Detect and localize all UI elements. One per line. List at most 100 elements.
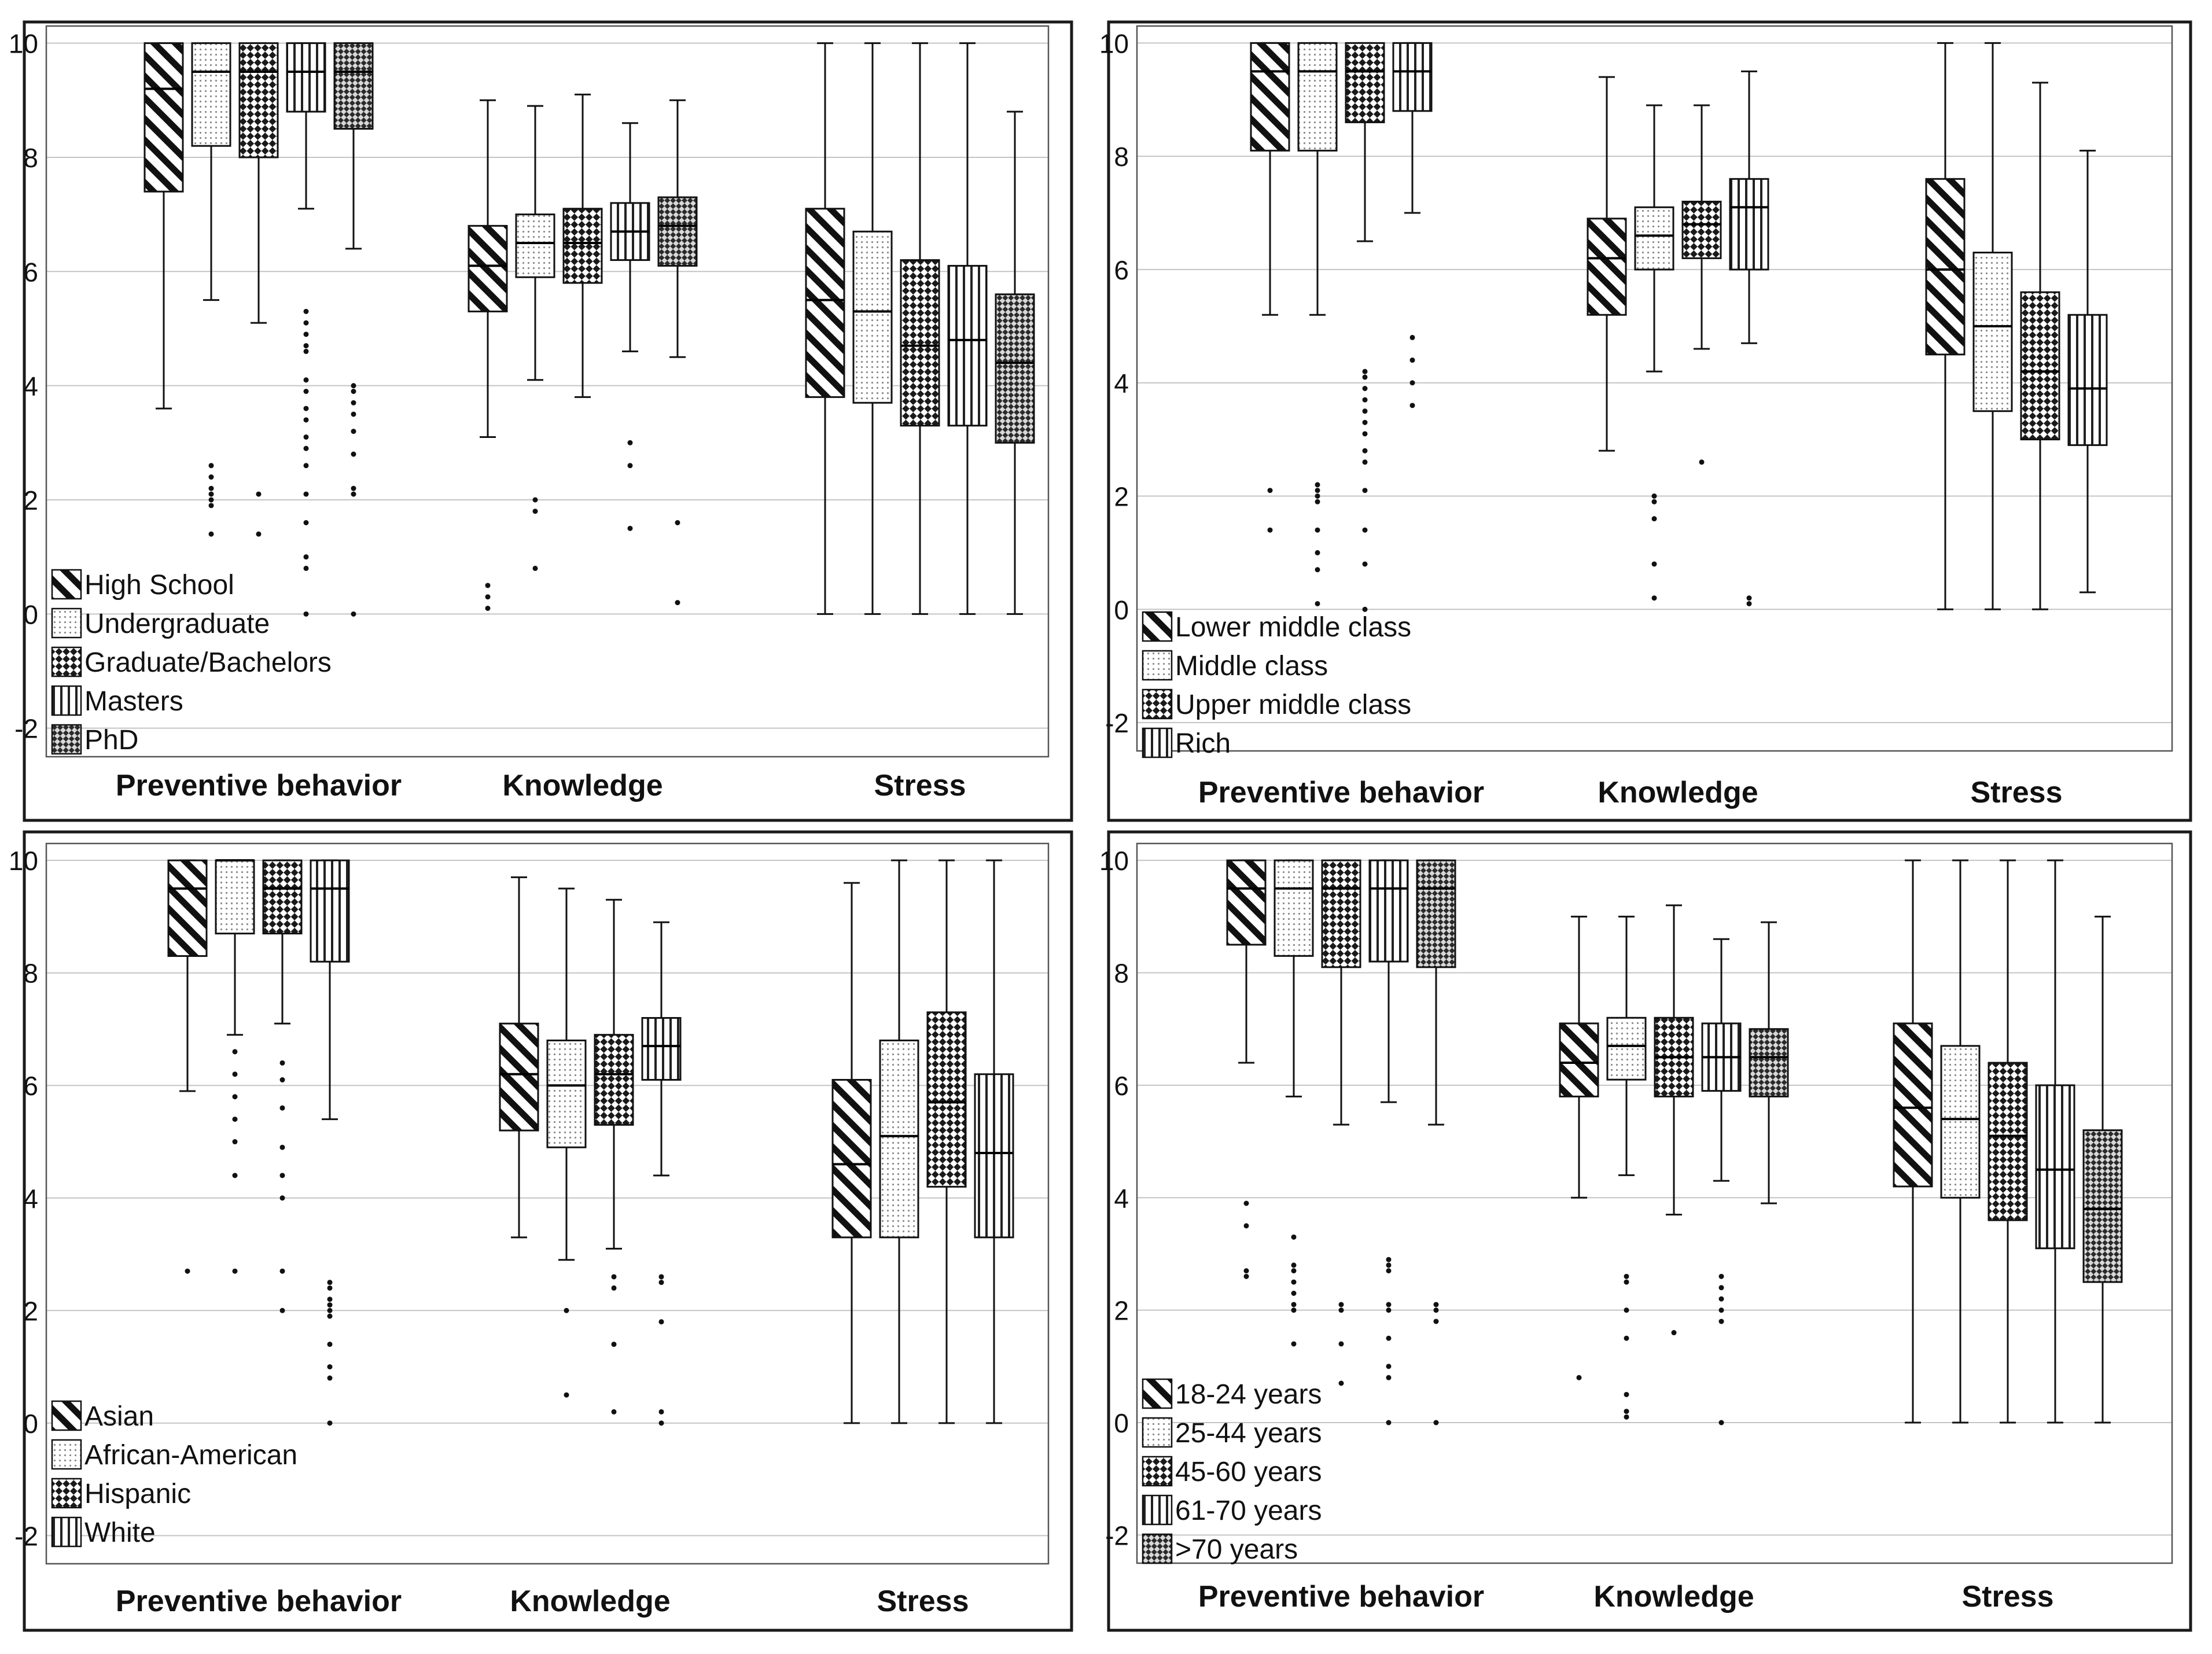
box-preventive-behavior-4 <box>333 42 374 617</box>
y-tick-label: 0 <box>23 1409 38 1439</box>
box-iqr <box>974 1073 1014 1239</box>
box-iqr <box>2035 1084 2075 1250</box>
y-tick-label: 2 <box>23 1296 38 1326</box>
y-tick-label: 2 <box>23 485 38 515</box>
outlier-point <box>1433 1420 1439 1425</box>
outlier-point <box>232 1117 238 1122</box>
y-tick-label: -2 <box>14 1521 38 1551</box>
outlier-point <box>532 565 538 571</box>
outlier-point <box>1624 1414 1629 1420</box>
outlier-point <box>1362 459 1368 465</box>
outlier-point <box>303 434 309 440</box>
outlier-point <box>1315 482 1320 488</box>
outlier-point <box>1362 386 1368 391</box>
legend-swatch <box>1142 1456 1173 1487</box>
legend-label: Hispanic <box>84 1479 191 1509</box>
legend-swatch <box>51 569 82 600</box>
box-stress-1 <box>1940 859 1981 1424</box>
legend-swatch <box>51 607 82 639</box>
box-iqr <box>1559 1022 1599 1097</box>
group-label: Knowledge <box>1593 1580 1754 1614</box>
outlier-point <box>1243 1268 1249 1274</box>
group-label: Stress <box>1971 776 2063 809</box>
outlier-point <box>208 485 214 491</box>
box-stress-3 <box>947 42 988 615</box>
outlier-point <box>327 1296 333 1302</box>
outlier-point <box>1433 1302 1439 1307</box>
box-iqr <box>995 293 1035 444</box>
outlier-point <box>1267 488 1273 493</box>
outlier-point <box>1243 1223 1249 1229</box>
outlier-point <box>327 1364 333 1370</box>
legend-label: Graduate/Bachelors <box>84 647 332 678</box>
outlier-point <box>1362 408 1368 414</box>
legend-item: PhD <box>51 724 138 756</box>
panel-frame <box>1107 20 2192 822</box>
outlier-point <box>327 1375 333 1381</box>
y-tick-label: 10 <box>1099 28 1129 58</box>
box-stress-3 <box>2067 149 2108 594</box>
box-iqr <box>657 196 698 267</box>
outlier-point <box>208 503 214 509</box>
outlier-point <box>1243 1200 1249 1206</box>
legend-item: 25-44 years <box>1142 1417 1322 1449</box>
outlier-point <box>351 389 356 394</box>
outlier-point <box>279 1060 285 1066</box>
outlier-point <box>1291 1262 1297 1268</box>
outlier-point <box>232 1268 238 1274</box>
outlier-point <box>1386 1375 1392 1380</box>
outlier-point <box>1362 561 1368 567</box>
y-tick-label: 6 <box>23 1071 38 1101</box>
box-knowledge-1 <box>515 105 555 571</box>
group-label: Preventive behavior <box>116 769 402 802</box>
outlier-point <box>1362 369 1368 374</box>
outlier-point <box>611 1274 617 1280</box>
box-stress-0 <box>1925 42 1966 610</box>
plot-area <box>1136 842 2173 1564</box>
outlier-point <box>327 1285 333 1291</box>
box-iqr <box>1226 859 1267 946</box>
legend-item: 45-60 years <box>1142 1456 1322 1487</box>
group-label: Knowledge <box>502 769 663 802</box>
outlier-point <box>1362 374 1368 380</box>
outlier-point <box>1718 1318 1724 1324</box>
legend-swatch <box>51 1516 82 1548</box>
outlier-point <box>1651 516 1657 522</box>
outlier-point <box>1746 601 1752 606</box>
outlier-point <box>1746 595 1752 601</box>
outlier-point <box>185 1268 190 1274</box>
y-tick-label: 0 <box>1114 595 1129 625</box>
group-label: Preventive behavior <box>116 1585 402 1618</box>
outlier-point <box>351 611 356 617</box>
legend-label: High School <box>84 570 234 601</box>
outlier-point <box>1624 1391 1629 1397</box>
outlier-point <box>232 1094 238 1100</box>
box-preventive-behavior-4 <box>1416 859 1456 1425</box>
outlier-point <box>1315 550 1320 555</box>
outlier-point <box>303 331 309 337</box>
outlier-point <box>303 554 309 560</box>
outlier-point <box>1409 334 1415 340</box>
outlier-point <box>1291 1291 1297 1296</box>
box-preventive-behavior-3 <box>1392 42 1433 408</box>
y-tick-label: 10 <box>9 29 38 59</box>
y-tick-label: 4 <box>1114 1183 1129 1213</box>
legend-swatch <box>51 1439 82 1470</box>
box-iqr <box>1972 252 2013 412</box>
box-preventive-behavior-0 <box>1250 42 1290 533</box>
outlier-point <box>1386 1268 1392 1274</box>
outlier-point <box>208 531 214 537</box>
box-knowledge-2 <box>1681 104 1722 465</box>
outlier-point <box>532 509 538 514</box>
plot-area <box>45 25 1050 758</box>
box-iqr <box>310 859 350 963</box>
outlier-point <box>1291 1268 1297 1274</box>
outlier-point <box>303 389 309 394</box>
box-stress-2 <box>926 859 967 1424</box>
legend-item: 18-24 years <box>1142 1378 1322 1410</box>
box-preventive-behavior-2 <box>238 42 279 537</box>
group-label: Stress <box>877 1585 969 1618</box>
legend-item: Graduate/Bachelors <box>51 646 332 678</box>
box-knowledge-2 <box>1654 904 1694 1336</box>
legend-item: >70 years <box>1142 1533 1298 1565</box>
